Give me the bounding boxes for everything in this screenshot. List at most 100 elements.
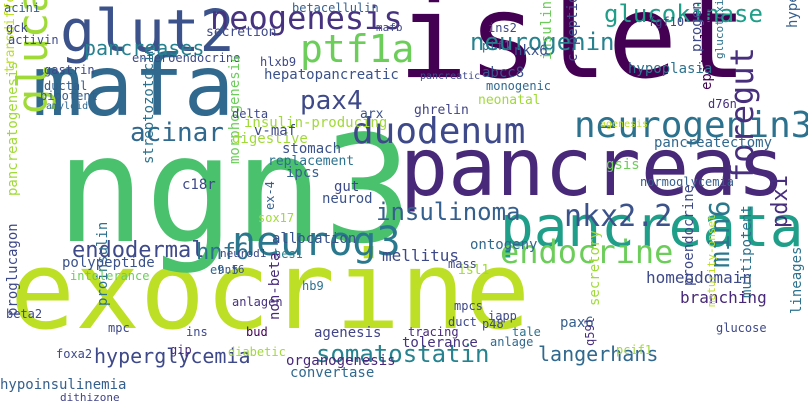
word: ptf1a xyxy=(300,27,415,71)
word: mellitus xyxy=(382,246,460,265)
word: sox17 xyxy=(258,211,295,225)
word: nkx2.2 xyxy=(564,199,673,234)
word: mass xyxy=(448,257,477,271)
word: fgf10 xyxy=(648,15,685,29)
word: polypeptide xyxy=(62,255,155,271)
word: gut xyxy=(334,179,360,195)
word: mpcs xyxy=(454,299,483,313)
word: exocrine xyxy=(10,229,531,354)
word: v-maf xyxy=(254,123,297,139)
word: betacellulin xyxy=(292,1,379,15)
word: amyloid xyxy=(46,101,89,112)
word: epithelium xyxy=(699,5,715,90)
word: iapp xyxy=(488,309,517,323)
word: organogenesis xyxy=(286,353,396,369)
word: ductal xyxy=(44,79,88,93)
word: tracing xyxy=(408,325,459,339)
word: neurogenin3 xyxy=(574,105,808,146)
word: replacement xyxy=(268,154,355,169)
word: q59l xyxy=(583,317,597,346)
word: bud xyxy=(246,325,268,339)
word: p48 xyxy=(482,317,504,331)
word: mafa xyxy=(32,37,235,135)
word: islet xyxy=(398,0,748,105)
word: tolerance xyxy=(402,335,478,351)
word: hypoplasia xyxy=(628,61,713,77)
word: diabetic xyxy=(228,345,286,359)
word: secretion xyxy=(206,25,277,40)
word: neonatal xyxy=(478,93,541,108)
word: pancreatogenesis xyxy=(5,61,21,196)
word: monogenic xyxy=(486,79,552,93)
word: hyperglycemia xyxy=(94,344,251,368)
word: hes1 xyxy=(274,247,303,261)
word: neurog3 xyxy=(232,219,401,265)
word: isl1 xyxy=(458,263,490,278)
word: delta xyxy=(232,107,269,121)
word: digestive xyxy=(232,131,308,147)
word: duodenum xyxy=(352,111,526,152)
word: allocation xyxy=(272,231,357,247)
word: acinar xyxy=(130,118,224,148)
word: glucose xyxy=(716,321,767,335)
word: gck xyxy=(6,21,28,35)
word: pancreases xyxy=(84,36,205,60)
word: ontogeny xyxy=(470,237,538,253)
word: pancreatic xyxy=(420,71,481,82)
word: acini xyxy=(4,1,41,15)
word: hnf6 xyxy=(218,263,245,276)
word: agenesis xyxy=(314,325,382,341)
word: secretory xyxy=(587,230,603,306)
word: endocrine xyxy=(500,233,674,271)
word: convertase xyxy=(290,365,375,381)
word: langerhans xyxy=(538,342,659,366)
word: proendocrine xyxy=(681,184,697,286)
word: nkx6 xyxy=(514,43,548,59)
word: agenesis xyxy=(600,119,649,130)
word: glut2 xyxy=(60,0,235,65)
word: insulinoma xyxy=(376,198,521,226)
word: anlagen xyxy=(232,295,283,309)
word: ghrelin xyxy=(414,103,469,118)
word: pancreatectomy xyxy=(654,135,773,151)
word: hnf6 xyxy=(196,240,249,265)
word: normoglycemia xyxy=(640,175,734,189)
word: beta2 xyxy=(6,307,43,321)
word: ins2 xyxy=(488,21,517,35)
word: glucotoxicity xyxy=(713,0,726,59)
word: hypoinsulinemia xyxy=(0,377,127,393)
word: somatostatin xyxy=(316,340,490,368)
word: pax4 xyxy=(300,86,363,116)
word: hb9 xyxy=(302,279,324,293)
word: neurod xyxy=(322,191,373,207)
word: pdx1 xyxy=(768,175,793,228)
word: ex-4 xyxy=(263,181,277,210)
word: foregut xyxy=(723,47,761,182)
word: maturity-onset xyxy=(705,214,718,307)
word: anlage xyxy=(490,335,534,349)
word: neogenesis xyxy=(210,0,403,37)
word: abcc8 xyxy=(482,65,525,81)
word: dithizone xyxy=(60,391,120,404)
word: non-beta xyxy=(267,252,283,320)
word: homeodomain xyxy=(646,268,752,287)
word: neurod1 xyxy=(220,247,267,260)
word: c-peptide xyxy=(565,0,581,62)
word: ngn3 xyxy=(56,104,413,276)
word: tale xyxy=(512,325,541,339)
word: insulin-producing xyxy=(244,115,388,131)
word: duct xyxy=(448,315,477,329)
word: foxa2 xyxy=(56,347,93,361)
word: gastrin xyxy=(44,63,95,77)
word: endodermal xyxy=(72,238,205,263)
word: mpc xyxy=(108,321,130,335)
word: lineages xyxy=(789,246,805,314)
word: hlxb9 xyxy=(260,55,297,69)
word: ins xyxy=(186,325,208,339)
word: pancreata xyxy=(500,195,804,260)
word: neurogenin xyxy=(470,28,615,56)
word: pancreas xyxy=(400,121,786,214)
word: c18r xyxy=(182,177,216,193)
word: streptozotocin xyxy=(141,45,157,164)
